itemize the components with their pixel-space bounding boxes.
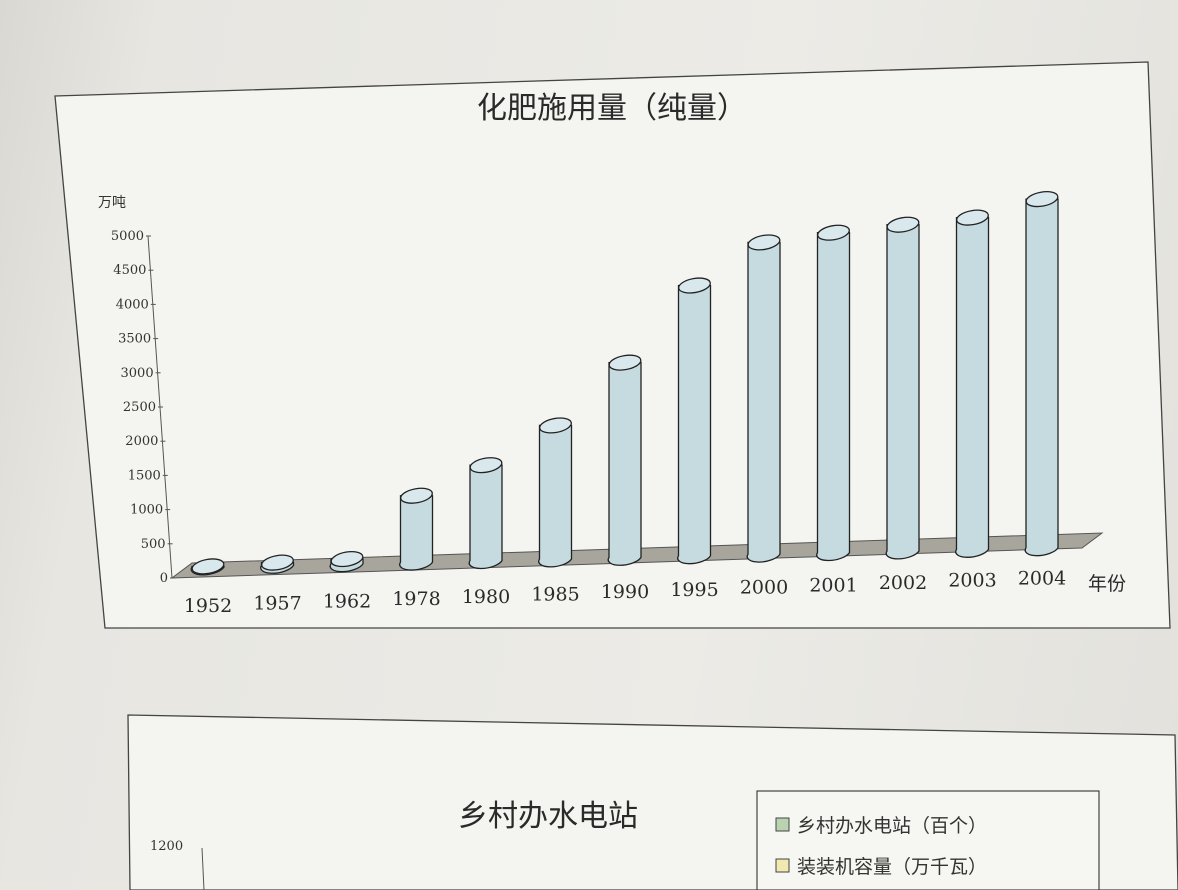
bar-body [955, 216, 990, 558]
legend-item-2: 装装机容量（万千瓦） [797, 856, 987, 878]
x-tick-label: 2003 [948, 570, 996, 592]
bar-top [747, 234, 781, 251]
y-tick-label: 500 [141, 537, 166, 552]
bar-1985 [538, 417, 573, 568]
x-tick-label: 1957 [253, 593, 301, 615]
y-axis-unit: 万吨 [98, 195, 126, 211]
x-tick-label: 1962 [323, 590, 371, 612]
y-tick-label: 0 [160, 571, 168, 586]
bar-top [1025, 191, 1059, 208]
bar-1962 [329, 550, 364, 573]
bar-1995 [677, 277, 712, 565]
y-axis-line [147, 235, 173, 579]
bar-top [608, 354, 642, 371]
bar-top [678, 277, 711, 294]
x-tick-label: 2002 [879, 572, 927, 594]
bar-body [677, 284, 712, 565]
bar-1957 [260, 554, 295, 574]
bar-top [539, 417, 572, 434]
legend-swatch-1 [775, 817, 790, 832]
chart2-legend-box [756, 790, 1100, 890]
bar-body [816, 232, 851, 562]
y-tick-label: 1000 [130, 503, 163, 518]
x-tick-label: 1985 [531, 584, 579, 606]
bar-body [399, 495, 434, 571]
bar-top [261, 554, 294, 571]
y-tick-label: 2500 [123, 400, 156, 415]
bar-top [400, 487, 433, 504]
y-tick-label: 2000 [125, 434, 158, 449]
chart2-title: 乡村办水电站 [458, 799, 638, 834]
bar-top [956, 209, 989, 226]
bar-2001 [816, 224, 851, 562]
y-tick-label: 3000 [121, 366, 154, 381]
bar-1978 [399, 487, 434, 571]
bar-1952 [190, 558, 225, 576]
legend-swatch-2 [775, 858, 790, 873]
x-tick-label: 1980 [462, 586, 510, 608]
bar-body [746, 241, 781, 563]
x-tick-label: 1995 [670, 579, 718, 601]
bar-1990 [607, 354, 642, 566]
bar-body [1024, 198, 1059, 557]
x-tick-label: 2004 [1018, 567, 1066, 589]
bar-body [607, 361, 642, 566]
bar-body [468, 464, 503, 570]
bar-top [330, 550, 364, 568]
x-axis-unit: 年份 [1088, 573, 1126, 595]
bar-top [817, 224, 850, 241]
chart2-ytick-top: 1200 [150, 839, 183, 854]
bar-body [538, 424, 573, 568]
bar-1980 [468, 457, 503, 570]
bar-body [885, 224, 920, 560]
x-tick-label: 1978 [392, 588, 440, 610]
bar-2002 [885, 216, 920, 560]
legend-item-1: 乡村办水电站（百个） [797, 815, 987, 837]
bar-2003 [955, 209, 990, 558]
bar-2004 [1024, 191, 1059, 557]
x-tick-label: 2000 [740, 577, 788, 599]
y-tick-label: 4500 [113, 263, 146, 278]
chart2-y-axis-line [201, 847, 205, 890]
x-tick-label: 1952 [184, 595, 232, 617]
y-tick-label: 1500 [128, 468, 161, 483]
bar-top [191, 558, 225, 575]
bar-top [886, 216, 920, 233]
y-tick-label: 4000 [116, 297, 149, 312]
x-tick-label: 2001 [809, 574, 857, 596]
bar-2000 [746, 234, 781, 563]
chart-title: 化肥施用量（纯量） [477, 91, 747, 126]
x-tick-label: 1990 [601, 581, 649, 603]
y-tick-label: 5000 [111, 229, 144, 244]
bar-top [469, 457, 503, 474]
y-tick-label: 3500 [118, 332, 151, 347]
